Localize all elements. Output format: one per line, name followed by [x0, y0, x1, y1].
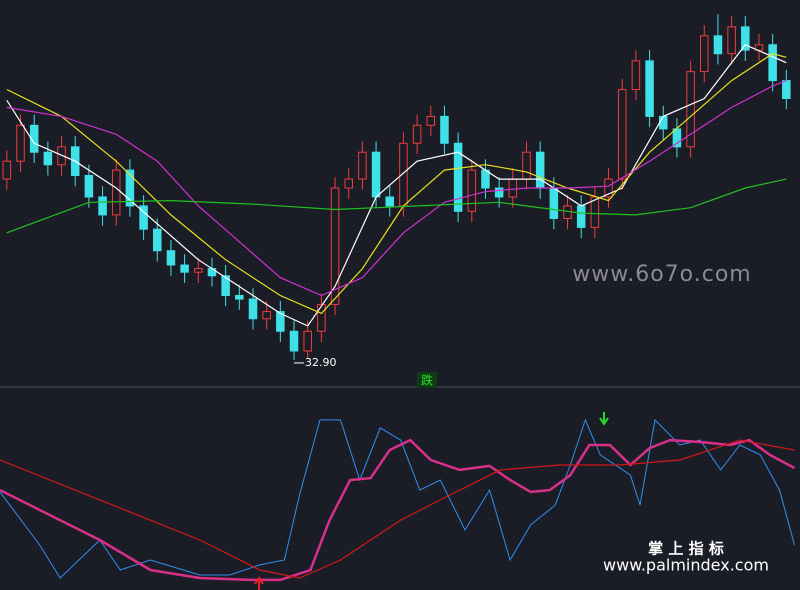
candle-body	[2, 160, 12, 180]
candle-body	[412, 124, 422, 144]
candle-body	[549, 187, 559, 219]
candle-body	[440, 115, 449, 144]
candle-body	[645, 60, 654, 117]
candle-body	[98, 196, 107, 216]
candle-body	[248, 298, 258, 320]
candle-body	[235, 294, 244, 300]
candle-body	[576, 205, 586, 228]
indicator-line	[0, 438, 796, 582]
candle-body	[330, 187, 340, 305]
candle-body	[426, 115, 436, 126]
indicator-line	[0, 439, 795, 579]
candle-body	[700, 35, 709, 73]
signal-box	[417, 372, 437, 388]
candle-body	[768, 44, 777, 82]
price-panel: 32.90	[2, 14, 791, 369]
candle-body	[453, 142, 463, 212]
candle-body	[111, 169, 121, 216]
indicator-panel	[0, 418, 796, 582]
candle-body	[125, 169, 135, 207]
moving-average	[6, 53, 787, 315]
candle-body	[686, 71, 695, 148]
candle-body	[385, 196, 395, 207]
candle-body	[631, 60, 641, 91]
buy-arrow	[254, 576, 264, 590]
candle-body	[481, 169, 490, 189]
candle-body	[317, 303, 326, 332]
candle-body	[782, 80, 791, 99]
candle-body	[727, 26, 736, 55]
candle-body	[467, 169, 477, 212]
candle-body	[522, 151, 531, 180]
candle-body	[43, 151, 53, 166]
candle-body	[180, 264, 189, 273]
candle-body	[221, 275, 230, 296]
candle-body	[153, 228, 162, 252]
candle-body	[16, 124, 25, 162]
candle-body	[262, 311, 271, 320]
candle-body	[358, 151, 367, 180]
candle-body	[494, 187, 504, 198]
watermark: 掌 上 指 标	[648, 540, 724, 558]
candle-body	[672, 128, 682, 148]
candle-body	[617, 89, 627, 180]
low-label: 32.90	[305, 356, 337, 369]
candle-body	[84, 174, 94, 198]
candle-body	[508, 178, 518, 198]
candle-body	[371, 151, 381, 198]
candle-body	[399, 142, 408, 207]
candle-body	[29, 124, 39, 153]
candle-body	[713, 35, 723, 55]
watermark: www.6o7o.com	[572, 262, 751, 287]
watermark: www.palmindex.com	[603, 556, 769, 575]
candle-body	[303, 330, 312, 352]
candle-body	[289, 330, 299, 352]
moving-average	[6, 44, 787, 327]
candle-body	[276, 311, 285, 332]
candle-body	[166, 250, 176, 266]
candle-body	[658, 115, 668, 130]
candle-body	[344, 178, 353, 189]
sell-arrow	[599, 412, 609, 426]
moving-average	[6, 178, 787, 234]
candle-body	[741, 26, 750, 51]
signal-label: 跌	[421, 373, 433, 388]
candle-body	[535, 151, 545, 189]
moving-average	[6, 80, 787, 297]
indicator-line	[0, 418, 795, 579]
candle-body	[194, 268, 203, 273]
candle-body	[139, 205, 148, 230]
candle-body	[604, 178, 613, 198]
grid	[0, 27, 800, 581]
